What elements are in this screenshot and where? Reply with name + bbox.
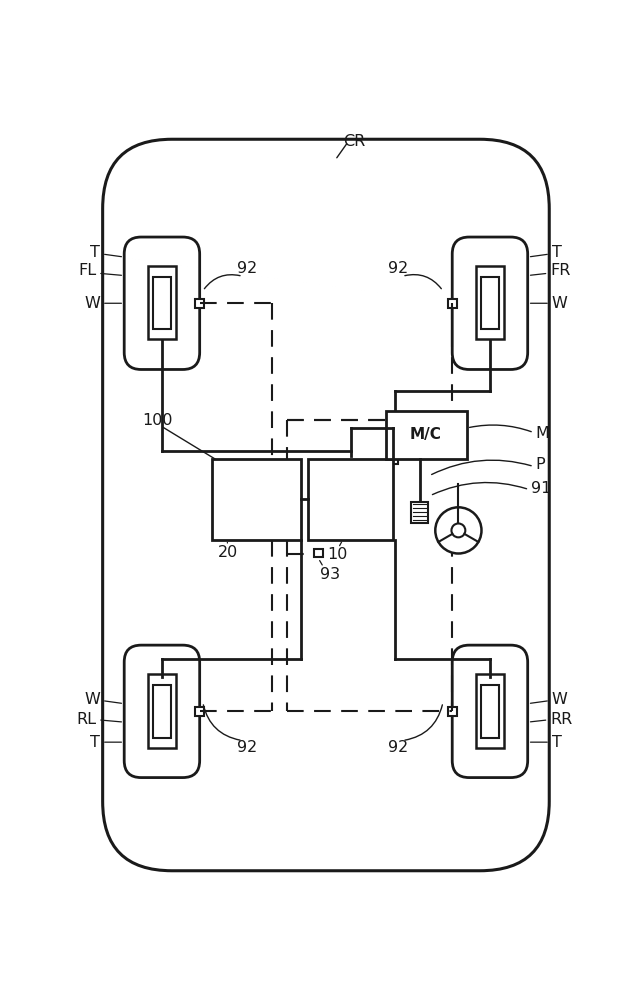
Bar: [411, 502, 429, 523]
Text: RL: RL: [76, 712, 97, 727]
Text: 92: 92: [388, 740, 408, 755]
FancyBboxPatch shape: [124, 645, 200, 778]
Text: 92: 92: [388, 261, 408, 276]
Text: W: W: [85, 296, 100, 311]
Text: 20: 20: [218, 545, 238, 560]
Text: T: T: [551, 245, 562, 260]
Text: 93: 93: [320, 567, 340, 582]
Bar: [481, 277, 499, 329]
Text: M/C: M/C: [410, 427, 442, 442]
Bar: [476, 674, 504, 748]
Bar: [195, 299, 204, 308]
Text: W: W: [85, 692, 100, 707]
FancyBboxPatch shape: [124, 237, 200, 369]
Bar: [148, 266, 176, 339]
Bar: [448, 707, 457, 716]
Bar: [476, 266, 504, 339]
Text: P: P: [536, 457, 545, 472]
Text: 91: 91: [531, 481, 551, 496]
Text: M: M: [536, 426, 550, 441]
Text: 92: 92: [237, 740, 257, 755]
Text: W: W: [551, 692, 567, 707]
Text: 10: 10: [328, 547, 348, 562]
Text: CR: CR: [343, 134, 366, 149]
Text: 100: 100: [142, 413, 173, 428]
Text: 92: 92: [237, 261, 257, 276]
Circle shape: [452, 523, 466, 537]
Text: T: T: [551, 735, 562, 750]
Bar: [212, 459, 301, 540]
Bar: [153, 277, 171, 329]
Text: FL: FL: [78, 263, 97, 278]
FancyBboxPatch shape: [452, 237, 528, 369]
Bar: [314, 549, 323, 557]
Bar: [481, 685, 499, 738]
FancyBboxPatch shape: [102, 139, 550, 871]
Bar: [153, 685, 171, 738]
Bar: [195, 707, 204, 716]
Bar: [389, 456, 398, 464]
Text: T: T: [90, 735, 100, 750]
Bar: [148, 674, 176, 748]
Text: RR: RR: [550, 712, 572, 727]
Bar: [448, 299, 457, 308]
Text: FR: FR: [550, 263, 570, 278]
Text: W: W: [551, 296, 567, 311]
Circle shape: [435, 507, 481, 554]
Text: T: T: [90, 245, 100, 260]
Bar: [308, 459, 393, 540]
Bar: [386, 411, 467, 459]
FancyBboxPatch shape: [452, 645, 528, 778]
